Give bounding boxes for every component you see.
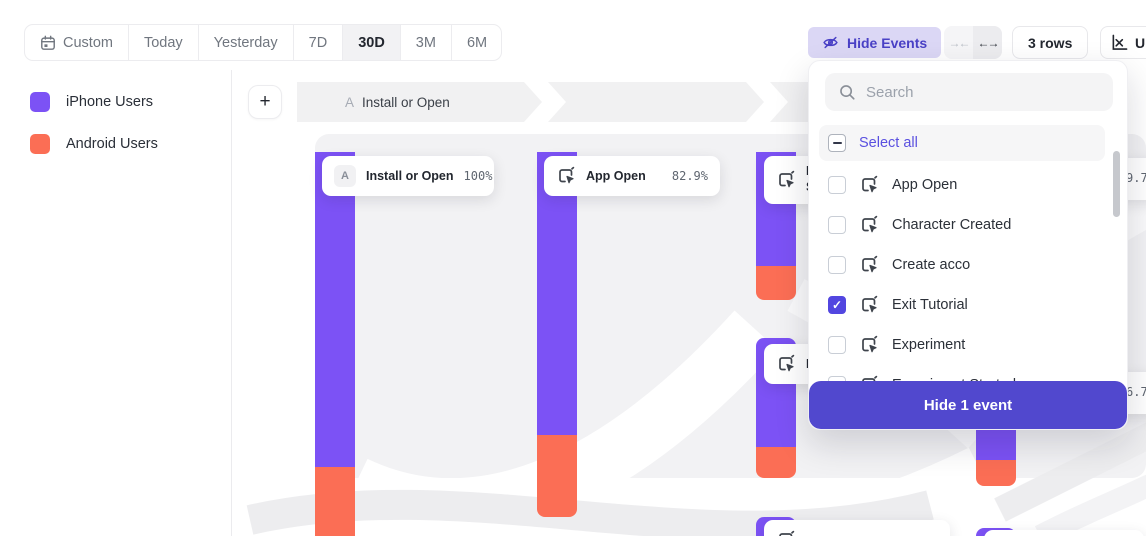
date-range-custom[interactable]: Custom (25, 25, 129, 60)
date-range-6m[interactable]: 6M (452, 25, 501, 60)
date-range-label: 30D (358, 34, 385, 51)
event-checkbox[interactable] (828, 176, 846, 194)
legend-label: iPhone Users (66, 94, 154, 110)
date-range-label: 6M (466, 34, 488, 51)
event-icon (859, 335, 879, 355)
event-list: App Open Character Created Create acco ✓ Exi… (819, 165, 1111, 405)
select-all-label: Select all (859, 135, 918, 151)
date-range-7d[interactable]: 7D (294, 25, 344, 60)
legend-label: Android Users (66, 136, 158, 152)
event-list-item[interactable]: Experiment (819, 325, 1111, 365)
rows-count-label: 3 rows (1028, 34, 1073, 51)
hide-events-dropdown: Select all App Open Character Created Crea… (808, 60, 1128, 430)
users-button-label: U (1135, 34, 1146, 51)
event-icon (859, 295, 879, 315)
funnel-bar-segment-orange (537, 435, 577, 517)
dropdown-scrollbar[interactable] (1113, 151, 1120, 217)
legend-item-android: Android Users (30, 134, 158, 154)
event-icon (776, 170, 796, 190)
funnel-step-card[interactable] (984, 530, 1144, 536)
date-range-label: 3M (415, 34, 436, 51)
funnel-step-card[interactable]: App Open 82.9% (544, 156, 720, 196)
hide-events-button[interactable]: Hide Events (808, 27, 942, 58)
date-range-label: 7D (308, 34, 328, 51)
funnel-header-step-2[interactable] (548, 82, 764, 122)
step-card-percentage: 82.9% (671, 169, 708, 183)
funnel-bar-segment-orange (756, 266, 796, 300)
eye-off-icon (822, 34, 839, 51)
legend-swatch (30, 92, 50, 112)
step-card-title: Install or Open (366, 169, 454, 183)
select-all-row[interactable]: Select all (819, 125, 1105, 161)
event-label: Experiment (892, 337, 966, 353)
date-range-yesterday[interactable]: Yesterday (199, 25, 294, 60)
hide-event-footer-label: Hide 1 event (923, 396, 1013, 414)
date-range-toolbar: CustomTodayYesterday7D30D3M6M12M (24, 24, 502, 61)
event-list-item[interactable]: Create acco (819, 245, 1111, 285)
event-label: Create acco (892, 257, 971, 273)
hide-event-footer-button[interactable]: Hide 1 event (809, 381, 1127, 429)
event-checkbox[interactable] (828, 256, 846, 274)
line-chart-icon (1111, 34, 1128, 51)
select-all-checkbox[interactable] (828, 134, 846, 152)
calendar-icon (40, 35, 56, 51)
funnel-bar-segment-orange (976, 460, 1016, 486)
collapse-columns-button[interactable]: →← (948, 35, 971, 50)
search-icon (838, 83, 856, 101)
step-prefix: A (345, 94, 355, 110)
event-label: App Open (892, 177, 958, 193)
funnel-step-card[interactable]: A Install or Open 100% (322, 156, 494, 196)
step-card-title: App Open (586, 169, 646, 183)
step-card-percentage: 100% (463, 169, 493, 183)
event-icon (776, 354, 796, 374)
event-icon (556, 166, 576, 186)
funnel-header-step-1[interactable]: A Install or Open (297, 82, 542, 122)
step-letter-badge: A (334, 165, 356, 187)
event-list-item[interactable]: ✓ Exit Tutorial (819, 285, 1111, 325)
event-checkbox[interactable]: ✓ (828, 296, 846, 314)
funnel-bar-segment-orange (315, 467, 355, 536)
date-range-label: Custom (63, 34, 113, 51)
panel-divider (231, 70, 232, 536)
expand-columns-button[interactable]: ←→ (973, 26, 1002, 59)
event-list-item[interactable]: App Open (819, 165, 1111, 205)
step-name: Install or Open (362, 94, 450, 110)
step-card-percentage: 9.7% (1126, 171, 1146, 185)
event-icon (859, 215, 879, 235)
event-icon (859, 255, 879, 275)
users-chart-button[interactable]: U (1100, 26, 1146, 59)
date-range-30d[interactable]: 30D (343, 25, 401, 60)
event-search[interactable] (825, 73, 1113, 111)
event-search-input[interactable] (866, 83, 1100, 101)
date-range-label: Yesterday (213, 34, 278, 51)
date-range-today[interactable]: Today (129, 25, 199, 60)
add-step-button[interactable]: + (248, 85, 282, 119)
step-card-percentage: 6.7% (1126, 385, 1146, 399)
series-legend: iPhone Users Android Users (30, 92, 158, 176)
legend-item-iphone: iPhone Users (30, 92, 158, 112)
funnel-bar-segment-orange (756, 447, 796, 478)
event-icon (859, 175, 879, 195)
date-range-label: Today (143, 34, 183, 51)
legend-swatch (30, 134, 50, 154)
funnel-step-card[interactable] (764, 520, 950, 536)
rows-count-button[interactable]: 3 rows (1012, 26, 1089, 59)
column-width-controls: →← ←→ (944, 26, 1002, 59)
event-label: Exit Tutorial (892, 297, 968, 313)
funnel-bar-segment-purple (315, 152, 355, 467)
event-checkbox[interactable] (828, 336, 846, 354)
date-range-3m[interactable]: 3M (401, 25, 452, 60)
event-icon (776, 530, 796, 536)
event-checkbox[interactable] (828, 216, 846, 234)
event-label: Character Created (892, 217, 1012, 233)
event-list-item[interactable]: Character Created (819, 205, 1111, 245)
funnel-header-step-label: A Install or Open (297, 95, 450, 110)
hide-events-label: Hide Events (847, 34, 928, 51)
